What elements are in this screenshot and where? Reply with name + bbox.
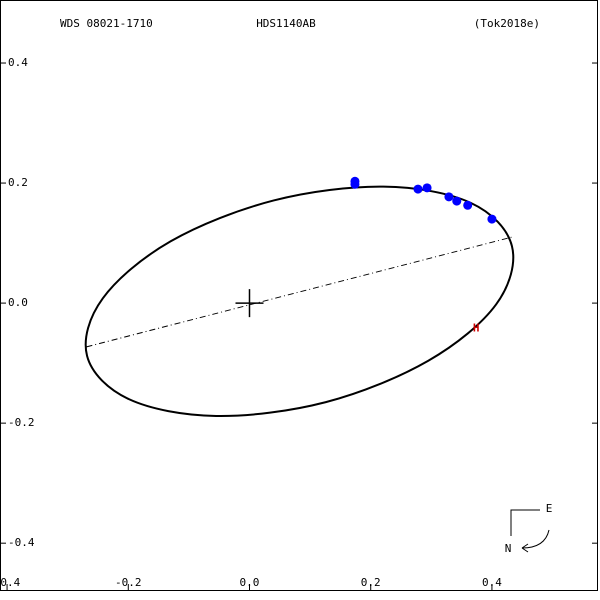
compass-east: E — [546, 502, 553, 515]
compass-arrow — [521, 529, 550, 549]
x-tick-label: 0.4 — [482, 576, 502, 589]
observation — [350, 179, 360, 189]
chart-subtitle: HDS1140AB — [256, 17, 316, 30]
x-tick-label: 0.0 — [240, 576, 260, 589]
x-tick-label: -0.2 — [115, 576, 142, 589]
y-tick-label: 0.0 — [8, 296, 28, 309]
orbit — [84, 185, 515, 417]
x-tick-label: 0.2 — [361, 576, 381, 589]
observation — [422, 183, 432, 193]
reference: (Tok2018e) — [474, 17, 540, 30]
y-tick-label: 0.2 — [8, 176, 28, 189]
compass-arrowhead — [521, 543, 529, 553]
observation — [487, 214, 497, 224]
x-tick-label: -0.4 — [0, 576, 21, 589]
compass-lines — [510, 509, 540, 536]
compass-north: N — [505, 542, 512, 555]
observation — [452, 196, 462, 206]
observation — [413, 184, 423, 194]
y-tick-label: -0.4 — [8, 536, 35, 549]
observation — [463, 200, 473, 210]
observation — [444, 192, 454, 202]
y-tick-label: 0.4 — [8, 56, 28, 69]
primary-star — [235, 289, 264, 318]
line-of-apsides — [86, 236, 513, 348]
marker-label: H — [473, 321, 480, 334]
y-tick-label: -0.2 — [8, 416, 35, 429]
chart-title: WDS 08021-1710 — [60, 17, 153, 30]
